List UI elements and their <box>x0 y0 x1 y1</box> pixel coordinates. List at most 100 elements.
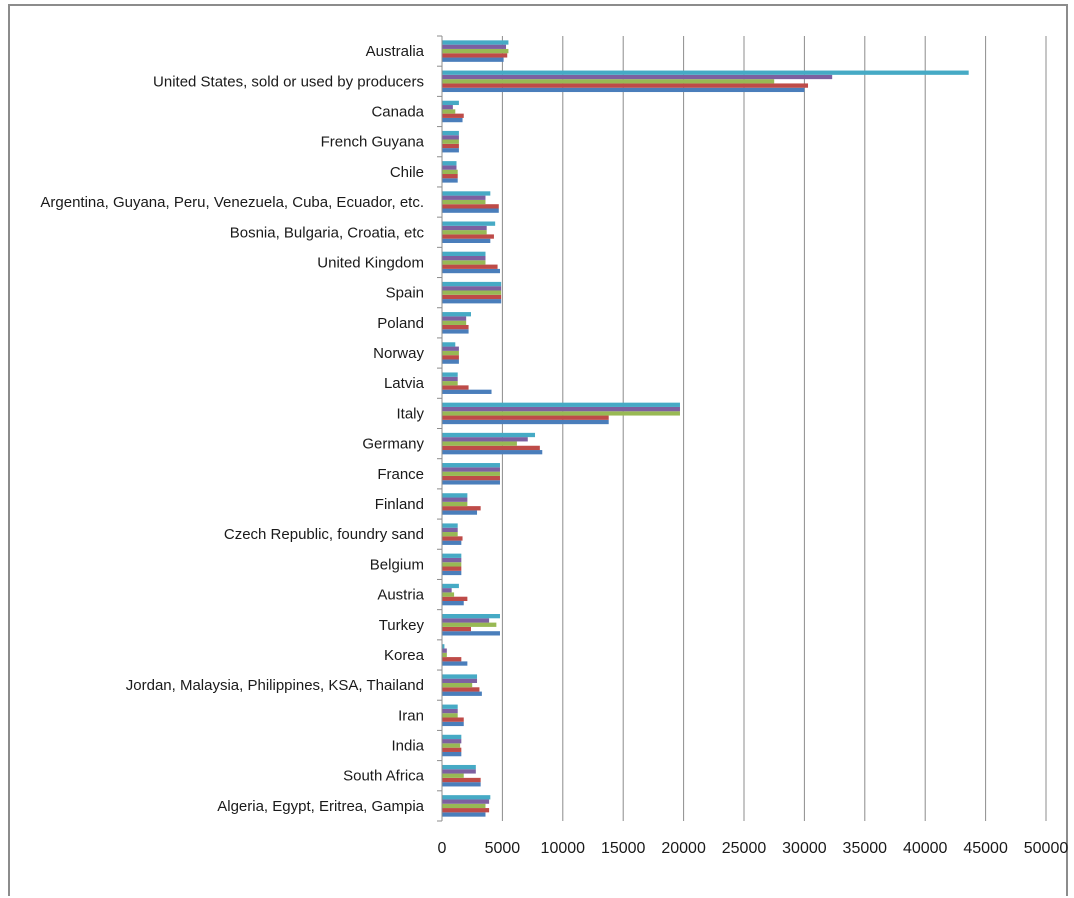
bar-chart: Australia United States, sold or used by … <box>40 35 1069 857</box>
x-tick-labels: 0 5000 10000 15000 20000 25000 30000 35000 40000… <box>438 840 1069 857</box>
x-tick-label: 10000 <box>541 840 586 857</box>
bar <box>442 441 517 446</box>
gridlines <box>501 36 1047 821</box>
bar <box>442 74 833 80</box>
bar <box>442 751 462 757</box>
bar <box>442 320 467 325</box>
category-label: France <box>377 466 424 483</box>
bar <box>442 195 486 200</box>
bar <box>442 648 447 653</box>
bar <box>442 743 461 748</box>
bar <box>442 264 498 269</box>
bar <box>442 44 507 49</box>
bar <box>442 48 509 54</box>
bar <box>442 445 540 451</box>
category-label: Canada <box>371 103 424 120</box>
category-label: Algeria, Egypt, Eritrea, Gampia <box>217 798 424 815</box>
bar <box>442 769 476 774</box>
bar <box>442 557 462 563</box>
category-label: United States, sold or used by producers <box>153 73 424 90</box>
bar <box>442 281 502 287</box>
bar <box>442 53 508 58</box>
x-tick-label: 30000 <box>782 840 827 857</box>
category-label: French Guyana <box>321 134 425 151</box>
bar <box>442 437 528 442</box>
bar <box>442 799 490 804</box>
bar <box>442 570 462 576</box>
bar <box>442 480 500 485</box>
bar <box>442 109 456 114</box>
bar <box>442 324 469 330</box>
category-label: Latvia <box>384 375 425 392</box>
bar <box>442 70 969 75</box>
x-tick-label: 50000 <box>1024 840 1069 857</box>
bar <box>442 148 459 153</box>
bar <box>442 501 468 507</box>
bar <box>442 87 805 93</box>
bar <box>442 225 487 231</box>
bar <box>442 661 468 666</box>
category-label: India <box>391 738 424 755</box>
category-label: Bosnia, Bulgaria, Croatia, etc <box>230 224 425 241</box>
chart-area: Australia United States, sold or used by … <box>8 4 1068 896</box>
bar <box>442 251 486 256</box>
bar <box>442 708 458 714</box>
bar <box>442 536 463 541</box>
category-labels: Australia United States, sold or used by … <box>40 43 424 815</box>
bar <box>442 803 486 809</box>
bar <box>442 419 609 425</box>
bar <box>442 199 486 205</box>
bars <box>442 40 969 817</box>
x-tick-label: 20000 <box>661 840 706 857</box>
bar <box>442 463 500 468</box>
bar <box>442 350 459 356</box>
bar <box>442 652 447 658</box>
x-tick-label: 40000 <box>903 840 948 857</box>
bar <box>442 773 464 778</box>
bar <box>442 583 459 589</box>
bar <box>442 342 456 347</box>
bar <box>442 139 459 144</box>
bar <box>442 178 458 183</box>
bar <box>442 721 464 727</box>
bar <box>442 57 504 62</box>
bar <box>442 316 467 321</box>
category-label: Norway <box>373 345 424 362</box>
bar <box>442 566 462 571</box>
category-label: Chile <box>390 164 424 181</box>
bar <box>442 812 486 817</box>
bar <box>442 540 462 545</box>
bar <box>442 329 469 334</box>
bar <box>442 596 468 602</box>
bar <box>442 717 464 722</box>
bar <box>442 169 458 175</box>
bar <box>442 450 543 455</box>
category-label: Germany <box>362 436 424 453</box>
bar <box>442 372 458 377</box>
bar <box>442 432 536 438</box>
bar <box>442 346 459 351</box>
bar <box>442 739 462 744</box>
bar <box>442 191 491 196</box>
bar <box>442 165 457 170</box>
bar <box>442 626 471 632</box>
category-label: Australia <box>366 43 425 60</box>
bar <box>442 113 464 118</box>
bar <box>442 117 463 123</box>
bar <box>442 674 478 679</box>
bar <box>442 506 481 511</box>
bar <box>442 532 458 537</box>
bar <box>442 208 499 213</box>
x-tick-label: 0 <box>438 840 447 857</box>
bar <box>442 79 775 84</box>
bar <box>442 415 609 420</box>
category-label: Korea <box>384 647 425 664</box>
x-tick-label: 5000 <box>485 840 521 857</box>
bar <box>442 286 502 291</box>
bar <box>442 290 502 295</box>
bar <box>442 497 468 502</box>
bar <box>442 389 492 394</box>
bar <box>442 230 487 235</box>
bar <box>442 691 482 696</box>
bar <box>442 622 497 627</box>
